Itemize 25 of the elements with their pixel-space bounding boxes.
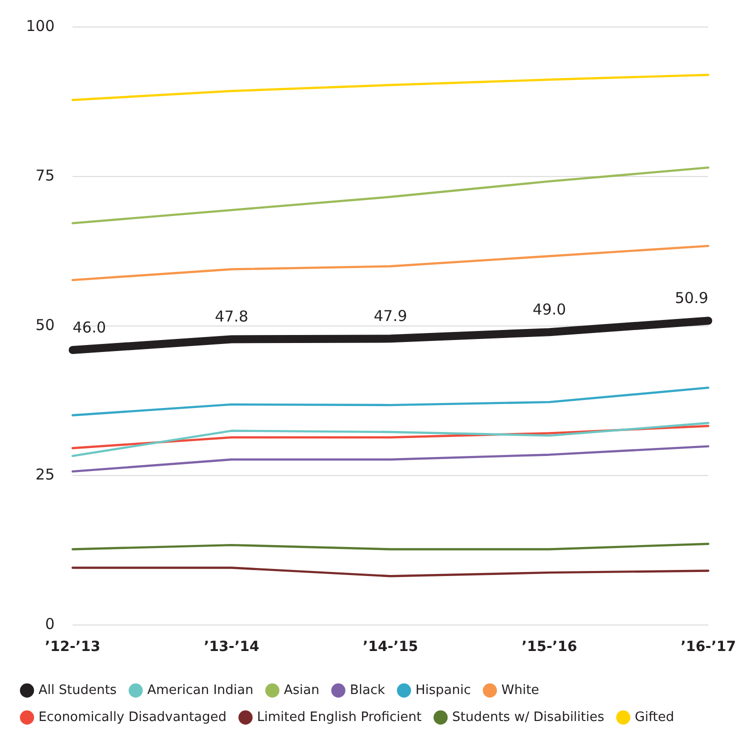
legend-label: American Indian [147, 682, 254, 698]
data-label: 46.0 [72, 318, 106, 336]
y-tick-label: 100 [26, 16, 55, 35]
legend-label: Hispanic [415, 682, 471, 698]
legend-label: Students w/ Disabilities [452, 710, 604, 725]
legend-label: All Students [38, 682, 117, 698]
x-tick-label: ’12-’13 [44, 639, 100, 656]
legend-label: Gifted [634, 710, 674, 725]
legend-label: Asian [284, 682, 320, 698]
x-tick-label: ’16-’17 [680, 639, 736, 656]
y-tick-label: 25 [36, 466, 55, 484]
data-label: 50.9 [674, 289, 708, 308]
y-tick-label: 0 [45, 615, 55, 634]
legend-label: Economically Disadvantaged [38, 710, 227, 725]
legend-label: Limited English Proficient [257, 710, 422, 725]
x-tick-label: ’14-’15 [362, 639, 418, 656]
x-tick-label: ’13-’14 [204, 639, 260, 656]
y-tick-label: 75 [36, 166, 55, 184]
data-label: 47.8 [214, 308, 248, 326]
y-tick-label: 50 [36, 316, 55, 334]
data-label: 49.0 [532, 300, 566, 318]
legend-label: White [501, 682, 540, 698]
x-tick-label: ’15-’16 [522, 639, 578, 656]
data-label: 47.9 [374, 307, 408, 326]
legend-label: Black [350, 682, 386, 698]
